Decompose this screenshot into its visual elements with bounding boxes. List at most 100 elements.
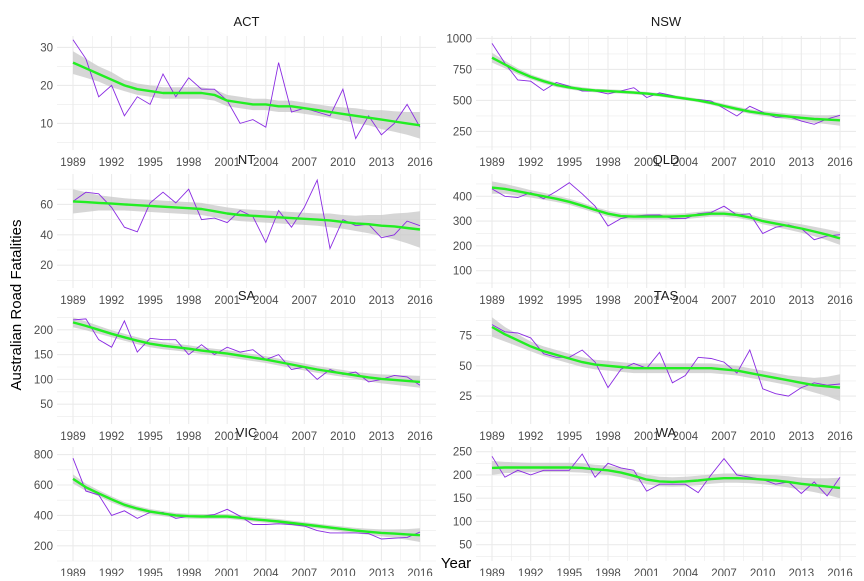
x-tick-label: 2013 (369, 431, 395, 443)
x-tick-label: 2013 (789, 157, 815, 169)
trend-line (491, 325, 841, 389)
x-tick-label: 2016 (407, 568, 433, 576)
x-tick-label: 2007 (711, 295, 737, 307)
x-tick-label: 1998 (176, 568, 202, 576)
x-tick-label: 2004 (253, 431, 279, 443)
x-tick-label: 1989 (479, 295, 505, 307)
panel-title: WA (656, 425, 677, 440)
x-tick-label: 1992 (518, 157, 544, 169)
x-tick-label: 2007 (292, 295, 318, 307)
x-tick-label: 2010 (750, 295, 776, 307)
trend-line (72, 477, 421, 537)
panel-title: NSW (651, 14, 682, 29)
x-tick-label: 1998 (176, 431, 202, 443)
y-tick-label: 20 (40, 260, 53, 272)
y-tick-label: 50 (459, 540, 472, 552)
y-tick-label: 100 (453, 266, 472, 278)
y-tick-label: 50 (40, 399, 53, 411)
y-axis-title: Australian Road Fatalities (8, 220, 25, 391)
x-tick-label: 1992 (518, 431, 544, 443)
panel-title: TAS (654, 288, 679, 303)
x-tick-label: 1995 (137, 295, 163, 307)
x-tick-label: 2010 (330, 157, 356, 169)
y-tick-label: 750 (453, 64, 472, 76)
x-tick-label: 1992 (518, 568, 544, 576)
y-tick-label: 400 (453, 191, 472, 203)
x-tick-label: 1995 (137, 157, 163, 169)
panel-vic: VIC 1989 1992 1995 1998 2001 2004 2007 2010 2013 2… (34, 425, 436, 580)
x-tick-label: 2004 (673, 295, 699, 307)
x-tick-label: 2001 (634, 295, 660, 307)
y-tick-label: 600 (34, 480, 53, 492)
y-tick-label: 30 (40, 42, 53, 54)
x-tick-label: 1989 (479, 568, 505, 576)
trend-line (491, 56, 841, 122)
x-tick-label: 1989 (60, 568, 86, 576)
confidence-band (73, 317, 420, 388)
x-tick-label: 1995 (557, 295, 583, 307)
panel-title: VIC (236, 425, 258, 440)
x-tick-label: 1995 (557, 568, 583, 576)
y-tick-label: 150 (34, 350, 53, 362)
y-tick-label: 60 (40, 199, 53, 211)
panel-wa: WA 1989 1992 1995 1998 2001 2004 2007 2010 2013 20… (453, 425, 856, 580)
x-tick-label: 1992 (99, 431, 125, 443)
panel-title: QLD (653, 152, 680, 167)
y-tick-label: 200 (453, 241, 472, 253)
x-tick-label: 2001 (634, 568, 660, 576)
x-tick-label: 1989 (479, 157, 505, 169)
trend-line (72, 321, 421, 384)
x-tick-label: 2001 (634, 157, 660, 169)
x-tick-label: 2016 (827, 431, 853, 443)
x-tick-label: 2007 (711, 431, 737, 443)
x-tick-label: 1998 (595, 295, 621, 307)
x-tick-label: 2010 (750, 431, 776, 443)
x-tick-label: 1998 (595, 157, 621, 169)
x-tick-label: 1998 (176, 157, 202, 169)
x-tick-label: 1989 (60, 157, 86, 169)
confidence-band (73, 51, 420, 139)
y-tick-label: 250 (453, 126, 472, 138)
y-tick-label: 200 (34, 325, 53, 337)
x-tick-label: 2001 (214, 157, 240, 169)
x-tick-label: 2004 (673, 157, 699, 169)
y-tick-label: 400 (34, 510, 53, 522)
x-tick-label: 2010 (750, 157, 776, 169)
x-tick-label: 2001 (214, 431, 240, 443)
x-tick-label: 1989 (479, 431, 505, 443)
x-tick-label: 2016 (827, 157, 853, 169)
x-tick-label: 2001 (214, 295, 240, 307)
panel-nsw: NSW 1989 1992 1995 1998 2001 2004 2007 2010 2013 2… (446, 14, 856, 169)
fatalities-line (72, 458, 421, 540)
x-tick-label: 2010 (330, 431, 356, 443)
y-tick-label: 20 (40, 80, 53, 92)
x-tick-label: 2004 (673, 568, 699, 576)
y-tick-label: 1000 (446, 33, 472, 45)
confidence-band (492, 461, 840, 499)
x-tick-label: 2016 (407, 295, 433, 307)
y-tick-label: 100 (453, 516, 472, 528)
x-tick-label: 2007 (292, 157, 318, 169)
y-tick-label: 10 (40, 118, 53, 130)
x-axis-title: Year (441, 555, 471, 572)
y-tick-label: 200 (34, 541, 53, 553)
x-tick-label: 2004 (253, 157, 279, 169)
x-tick-label: 2010 (330, 568, 356, 576)
x-tick-label: 1992 (99, 295, 125, 307)
panel-tas: TAS 1989 1992 1995 1998 2001 2004 2007 2010 2013 2… (459, 288, 856, 443)
x-tick-label: 2013 (369, 157, 395, 169)
trend-line (72, 61, 421, 127)
y-tick-label: 50 (459, 361, 472, 373)
y-tick-label: 40 (40, 230, 53, 242)
x-tick-label: 1998 (595, 568, 621, 576)
trend-line (72, 200, 421, 231)
x-tick-label: 2004 (253, 295, 279, 307)
y-tick-label: 75 (459, 330, 472, 342)
panel-sa: SA 1989 1992 1995 1998 2001 2004 2007 2010 2013 20… (34, 288, 436, 443)
y-tick-label: 500 (453, 95, 472, 107)
x-tick-label: 2013 (369, 295, 395, 307)
x-tick-label: 1992 (99, 157, 125, 169)
